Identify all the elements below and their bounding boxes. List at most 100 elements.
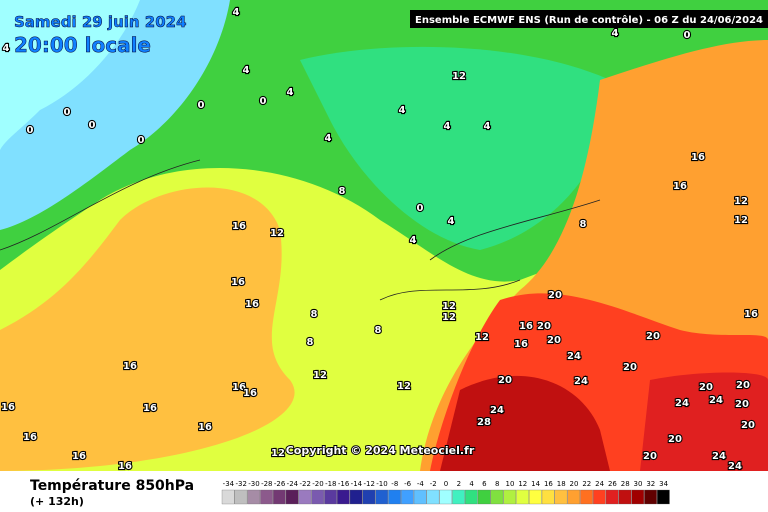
contour-label: 12: [270, 228, 284, 239]
contour-label: 12: [734, 196, 748, 207]
contour-label: 20: [735, 399, 749, 410]
contour-label: 0: [89, 120, 96, 131]
legend-swatch: [324, 489, 337, 505]
legend-swatch: [618, 489, 632, 505]
legend-label: -6: [404, 480, 412, 488]
legend-label: 22: [582, 480, 591, 488]
contour-label: 16: [231, 277, 245, 288]
contour-label: 4: [287, 87, 294, 98]
legend-swatch: [439, 489, 453, 505]
legend-label: 14: [531, 480, 540, 488]
contour-label: 16: [691, 152, 705, 163]
legend-label: 16: [544, 480, 553, 488]
contour-label: 4: [444, 121, 451, 132]
legend-label: 10: [506, 480, 515, 488]
hot-region: [640, 372, 768, 471]
legend-label: 4: [469, 480, 474, 488]
legend-swatch: [260, 489, 273, 505]
contour-label: 20: [537, 321, 551, 332]
legend-swatch: [516, 489, 529, 505]
legend-swatch: [541, 489, 555, 505]
contour-label: 20: [548, 290, 562, 301]
legend-swatch: [452, 489, 465, 505]
contour-label: 4: [399, 105, 406, 116]
legend-swatch: [631, 489, 645, 505]
legend-label: 28: [621, 480, 630, 488]
run-banner: [410, 10, 768, 28]
legend-label: -32: [235, 480, 246, 488]
contour-label: 20: [741, 420, 755, 431]
contour-label: 24: [567, 351, 581, 362]
legend-swatch: [413, 489, 427, 505]
contour-label: 24: [709, 395, 723, 406]
legend-swatch: [593, 489, 606, 505]
legend-swatch: [311, 489, 325, 505]
contour-label: 24: [574, 376, 588, 387]
legend-label: -30: [248, 480, 259, 488]
contour-label: 8: [307, 337, 314, 348]
contour-label: 4: [243, 65, 250, 76]
warm-region: [0, 187, 295, 471]
coastline: [0, 159, 601, 301]
legend-swatch: [273, 489, 286, 505]
legend-label: -2: [430, 480, 437, 488]
contour-label: 16: [72, 451, 86, 462]
legend-label: -34: [223, 480, 235, 488]
legend-label: -12: [363, 480, 374, 488]
lead-time: (+ 132h): [30, 495, 84, 508]
contour-label: 12: [397, 381, 411, 392]
contour-label: 12: [475, 332, 489, 343]
contour-label: 0: [138, 135, 145, 146]
legend-label: -16: [338, 480, 350, 488]
legend-label: 6: [482, 480, 487, 488]
legend-label: 32: [646, 480, 655, 488]
contour-label: 20: [736, 380, 750, 391]
legend-label: 20: [570, 480, 579, 488]
legend-label: 34: [659, 480, 668, 488]
contour-label: 12: [452, 71, 466, 82]
contour-label: 12: [442, 301, 456, 312]
footer-title: Température 850hPa: [30, 478, 194, 494]
legend-swatch: [567, 489, 581, 505]
contour-label: 8: [375, 325, 382, 336]
legend-label: -8: [391, 480, 398, 488]
legend-swatch: [349, 489, 363, 505]
contour-label: 20: [498, 375, 512, 386]
contour-label: 24: [728, 461, 742, 472]
contour-label: 4: [484, 121, 491, 132]
contour-label: 20: [699, 382, 713, 393]
contour-label: 16: [23, 432, 37, 443]
contour-label: 16: [198, 422, 212, 433]
legend-swatch: [426, 489, 440, 505]
copyright: Copyright © 2024 Meteociel.fr: [286, 444, 475, 457]
legend-swatch: [644, 489, 657, 505]
contour-label: 4: [3, 43, 10, 54]
contour-label: 4: [612, 28, 619, 39]
contour-label: 0: [198, 100, 205, 111]
contour-label: 20: [646, 331, 660, 342]
contour-label: 16: [245, 299, 259, 310]
legend-swatch: [503, 489, 517, 505]
legend-swatch: [247, 489, 261, 505]
contour-label: 16: [232, 382, 246, 393]
legend-label: 12: [518, 480, 527, 488]
legend-swatch: [529, 489, 542, 505]
contour-label: 16: [519, 321, 533, 332]
legend-swatch: [477, 489, 491, 505]
legend-swatch: [221, 489, 235, 505]
contour-label: 8: [311, 309, 318, 320]
legend-label: 30: [634, 480, 643, 488]
legend-label: -14: [351, 480, 363, 488]
contour-label: 20: [668, 434, 682, 445]
contour-label: 16: [243, 388, 257, 399]
contour-label: 28: [477, 417, 491, 428]
legend-swatch: [554, 489, 568, 505]
contour-label: 0: [64, 107, 71, 118]
legend-label: 2: [457, 480, 461, 488]
legend-swatch: [285, 489, 299, 505]
contour-label: 4: [448, 216, 455, 227]
legend-swatch: [362, 489, 376, 505]
legend-swatch: [337, 489, 350, 505]
